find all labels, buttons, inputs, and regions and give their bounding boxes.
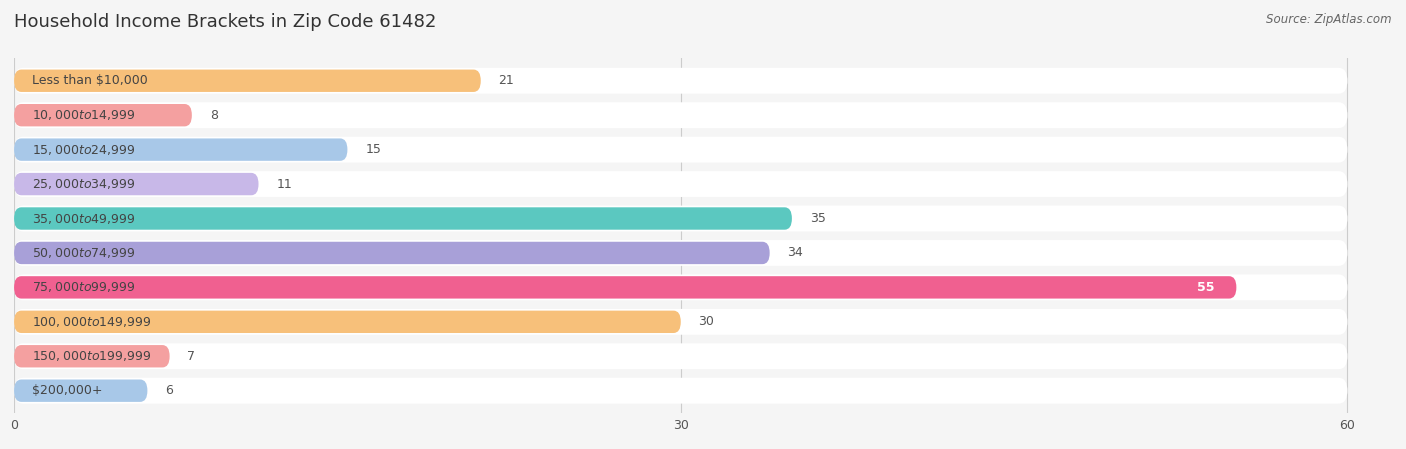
Text: 11: 11 bbox=[277, 177, 292, 190]
Text: $150,000 to $199,999: $150,000 to $199,999 bbox=[32, 349, 152, 363]
Text: Less than $10,000: Less than $10,000 bbox=[32, 74, 148, 87]
Text: 55: 55 bbox=[1197, 281, 1215, 294]
FancyBboxPatch shape bbox=[14, 104, 191, 126]
FancyBboxPatch shape bbox=[14, 378, 1347, 404]
FancyBboxPatch shape bbox=[14, 309, 1347, 335]
FancyBboxPatch shape bbox=[14, 276, 1236, 299]
Text: Source: ZipAtlas.com: Source: ZipAtlas.com bbox=[1267, 13, 1392, 26]
FancyBboxPatch shape bbox=[14, 70, 481, 92]
FancyBboxPatch shape bbox=[14, 345, 170, 367]
FancyBboxPatch shape bbox=[14, 242, 769, 264]
Text: $200,000+: $200,000+ bbox=[32, 384, 103, 397]
Text: 15: 15 bbox=[366, 143, 381, 156]
Text: $75,000 to $99,999: $75,000 to $99,999 bbox=[32, 280, 135, 295]
Text: 6: 6 bbox=[165, 384, 173, 397]
FancyBboxPatch shape bbox=[14, 343, 1347, 369]
Text: $15,000 to $24,999: $15,000 to $24,999 bbox=[32, 143, 135, 157]
FancyBboxPatch shape bbox=[14, 311, 681, 333]
FancyBboxPatch shape bbox=[14, 240, 1347, 266]
Text: 8: 8 bbox=[209, 109, 218, 122]
Text: 21: 21 bbox=[499, 74, 515, 87]
Text: 35: 35 bbox=[810, 212, 825, 225]
Text: Household Income Brackets in Zip Code 61482: Household Income Brackets in Zip Code 61… bbox=[14, 13, 436, 31]
FancyBboxPatch shape bbox=[14, 379, 148, 402]
FancyBboxPatch shape bbox=[14, 102, 1347, 128]
Text: 7: 7 bbox=[187, 350, 195, 363]
FancyBboxPatch shape bbox=[14, 136, 1347, 163]
Text: $100,000 to $149,999: $100,000 to $149,999 bbox=[32, 315, 152, 329]
Text: $25,000 to $34,999: $25,000 to $34,999 bbox=[32, 177, 135, 191]
FancyBboxPatch shape bbox=[14, 274, 1347, 300]
FancyBboxPatch shape bbox=[14, 206, 1347, 231]
Text: 34: 34 bbox=[787, 247, 803, 260]
Text: 30: 30 bbox=[699, 315, 714, 328]
Text: $10,000 to $14,999: $10,000 to $14,999 bbox=[32, 108, 135, 122]
FancyBboxPatch shape bbox=[14, 173, 259, 195]
Text: $50,000 to $74,999: $50,000 to $74,999 bbox=[32, 246, 135, 260]
FancyBboxPatch shape bbox=[14, 138, 347, 161]
FancyBboxPatch shape bbox=[14, 207, 792, 230]
FancyBboxPatch shape bbox=[14, 171, 1347, 197]
FancyBboxPatch shape bbox=[14, 68, 1347, 94]
Text: $35,000 to $49,999: $35,000 to $49,999 bbox=[32, 211, 135, 225]
